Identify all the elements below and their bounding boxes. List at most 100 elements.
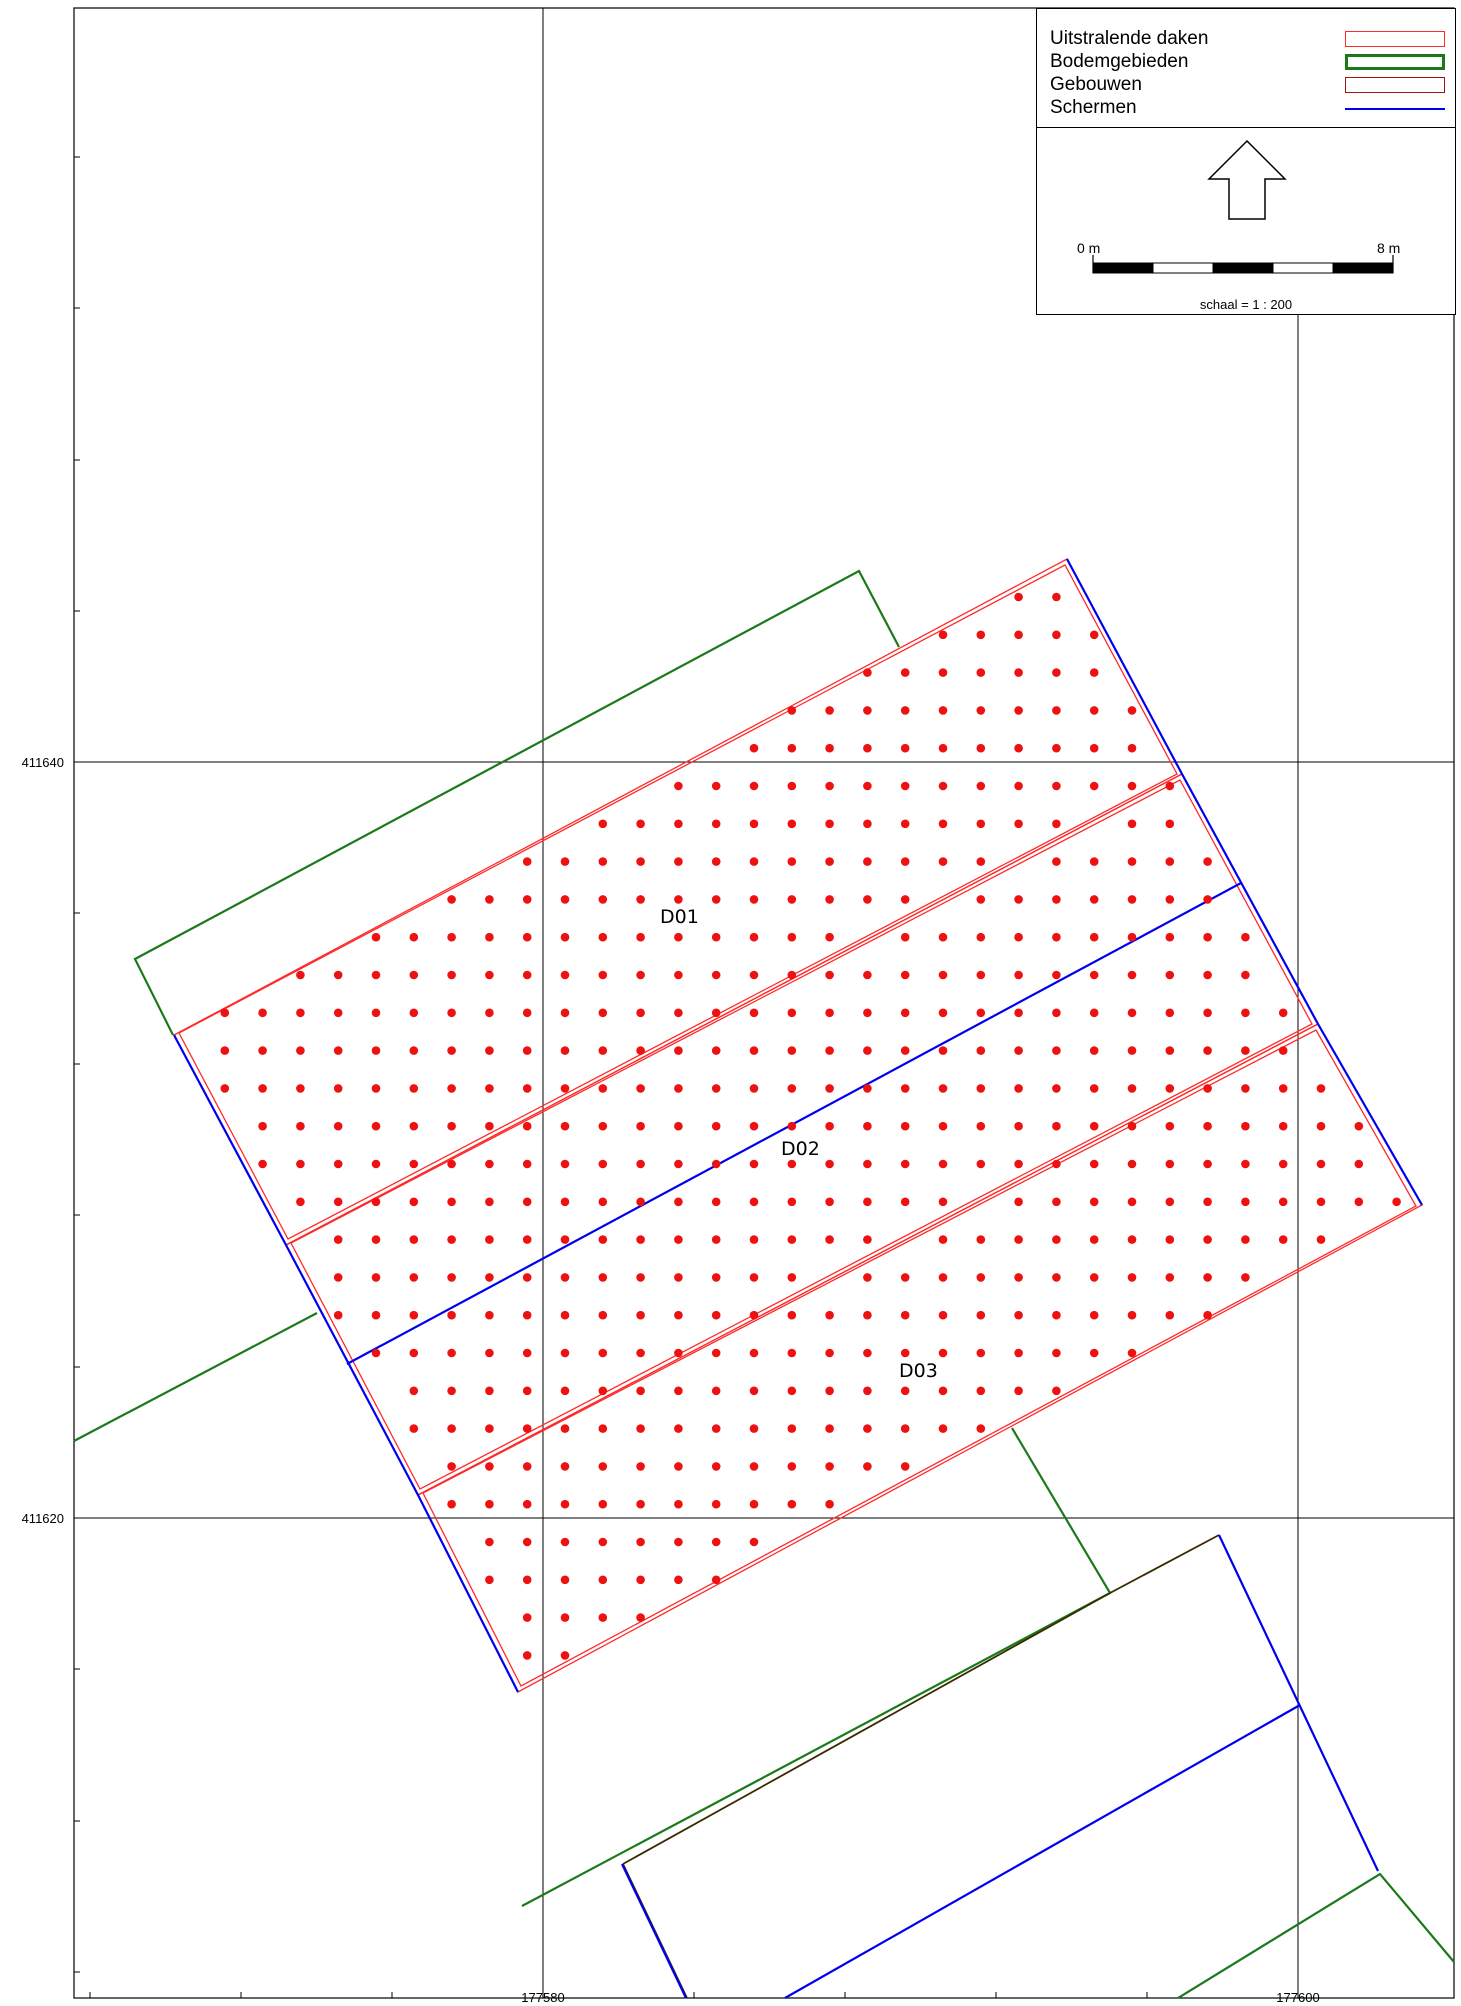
receptor-point — [863, 1084, 872, 1093]
receptor-point — [560, 1575, 570, 1585]
receptor-point — [1052, 819, 1061, 829]
receptor-point — [938, 1046, 948, 1055]
receptor-point — [711, 781, 721, 791]
receptor-point — [560, 1008, 570, 1018]
receptor-point — [1316, 1121, 1326, 1131]
receptor-point — [1052, 1273, 1061, 1282]
receptor-point — [371, 1121, 381, 1131]
receptor-point — [938, 1008, 948, 1018]
receptor-point — [1089, 857, 1099, 866]
receptor-point — [749, 1424, 759, 1433]
receptor-point — [447, 1046, 456, 1055]
receptor-point — [522, 1424, 532, 1433]
receptor-point — [560, 970, 570, 980]
legend-swatch-roof — [1345, 31, 1445, 47]
receptor-point — [598, 1273, 608, 1282]
receptor-point — [560, 932, 570, 942]
receptor-point — [258, 1084, 267, 1093]
receptor-point — [674, 1310, 683, 1320]
receptor-point — [1089, 1235, 1099, 1244]
receptor-point — [447, 895, 456, 904]
receptor-point — [1203, 932, 1212, 942]
receptor-point — [1089, 743, 1099, 753]
receptor-point — [1165, 1273, 1175, 1282]
receptor-point — [1278, 1046, 1288, 1055]
axis-ticks — [74, 156, 1148, 1998]
receptor-point — [1127, 743, 1137, 753]
receptor-point — [371, 1273, 381, 1282]
receptor-point — [711, 1310, 721, 1320]
receptor-point — [522, 1046, 532, 1055]
receptor-point — [636, 1121, 645, 1131]
receptor-point — [1127, 1310, 1137, 1320]
receptor-point — [409, 1348, 419, 1358]
screen-bottom-diag — [784, 1704, 1301, 1999]
receptor-point — [900, 857, 910, 866]
receptor-point — [674, 1499, 683, 1509]
receptor-point — [938, 1121, 948, 1131]
receptor-point — [1203, 1046, 1212, 1055]
receptor-point — [787, 1046, 797, 1055]
receptor-point — [900, 781, 910, 791]
receptor-point — [522, 857, 532, 866]
receptor-point — [938, 668, 948, 677]
legend-swatch-building — [1345, 77, 1445, 93]
receptor-point — [976, 1235, 986, 1244]
receptor-point — [522, 1462, 532, 1471]
receptor-point — [976, 932, 986, 942]
receptor-point — [1014, 970, 1023, 980]
receptor-point — [1241, 932, 1250, 942]
scale-text: schaal = 1 : 200 — [1199, 297, 1293, 312]
receptor-point — [900, 668, 910, 677]
receptor-point — [976, 819, 986, 829]
receptor-point — [598, 1197, 608, 1207]
receptor-point — [1089, 1197, 1099, 1207]
legend-item-soil: Bodemgebieden — [1050, 51, 1445, 73]
soil-areas — [73, 569, 1455, 1999]
receptor-point — [333, 1310, 343, 1320]
receptor-point — [1052, 1084, 1061, 1093]
receptor-point — [333, 1008, 343, 1018]
receptor-point — [938, 1159, 948, 1169]
receptor-point — [485, 1159, 494, 1169]
receptor-point — [333, 1084, 343, 1093]
receptor-point — [485, 970, 494, 980]
receptor-point — [485, 1008, 494, 1018]
receptor-point — [749, 819, 759, 829]
receptor-point — [636, 932, 645, 942]
receptor-point — [863, 743, 872, 753]
screen-d01-left — [173, 1034, 519, 1693]
receptor-point — [711, 1084, 721, 1093]
receptor-point — [749, 1310, 759, 1320]
receptor-point — [900, 1084, 910, 1093]
receptor-point — [863, 1386, 872, 1396]
receptor-point — [1089, 630, 1099, 640]
receptor-point — [1203, 895, 1212, 904]
receptor-point — [900, 1273, 910, 1282]
receptor-point — [825, 1310, 834, 1320]
legend-items: Uitstralende daken Bodemgebieden Gebouwe… — [1037, 9, 1455, 128]
receptor-point — [560, 1537, 570, 1547]
receptor-point — [1014, 819, 1023, 829]
receptor-point — [900, 932, 910, 942]
receptor-point — [409, 1386, 419, 1396]
receptor-point — [863, 1235, 872, 1244]
receptor-point — [636, 1008, 645, 1018]
receptor-point — [1052, 743, 1061, 753]
receptor-point — [674, 1462, 683, 1471]
receptor-point — [1089, 1084, 1099, 1093]
receptor-point — [787, 1499, 797, 1509]
receptor-point — [485, 1575, 494, 1585]
receptor-point — [1316, 1197, 1326, 1207]
receptor-point — [938, 1273, 948, 1282]
receptor-point — [1089, 706, 1099, 715]
soil-area-bottom-right — [1177, 1872, 1455, 1999]
receptor-point — [1241, 970, 1250, 980]
receptor-point — [296, 1159, 305, 1169]
receptor-point — [749, 1084, 759, 1093]
receptor-point — [636, 1424, 645, 1433]
receptor-point — [825, 895, 834, 904]
receptor-point — [1014, 668, 1023, 677]
receptor-point — [371, 932, 381, 942]
receptor-point — [371, 1310, 381, 1320]
